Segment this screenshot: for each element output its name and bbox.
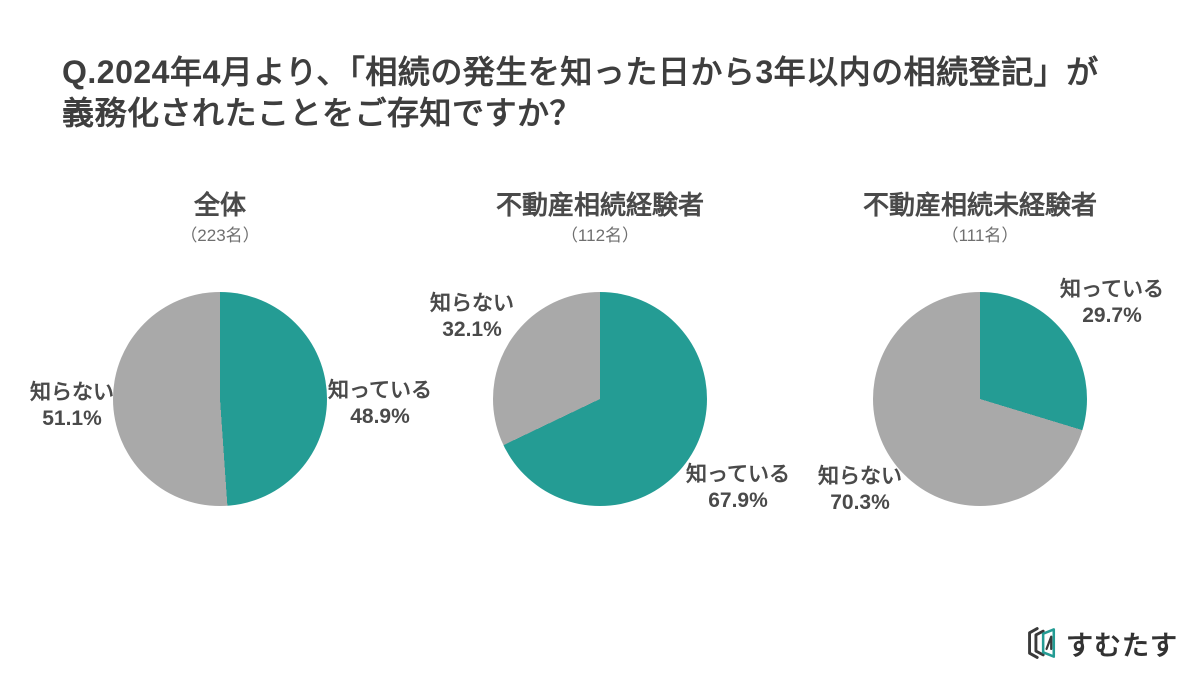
label-experienced-unknown-text: 知らない: [430, 292, 514, 315]
question-title-line-1: Q.2024年4月より、「相続の発生を知った日から3年以内の相続登記」が: [62, 54, 1099, 90]
chart-overall-pie-area: 知っている 48.9% 知らない 51.1%: [30, 282, 432, 526]
label-overall-known-pct: 48.9%: [350, 405, 410, 428]
chart-inexperienced: 不動産相続未経験者 （111名） 知っている 29.7% 知らない 70.3%: [790, 188, 1170, 526]
label-inexperienced-unknown-pct: 70.3%: [830, 491, 890, 514]
label-inexperienced-unknown-text: 知らない: [818, 465, 902, 488]
label-inexperienced-known-pct: 29.7%: [1082, 304, 1142, 327]
question-title-line-2: 義務化されたことをご存知ですか？: [62, 95, 583, 131]
label-experienced-known: 知っている 67.9%: [686, 462, 790, 514]
chart-inexperienced-pie-area: 知っている 29.7% 知らない 70.3%: [790, 278, 1170, 526]
pie-chart-experienced: [493, 292, 707, 506]
label-overall-unknown-text: 知らない: [30, 381, 114, 404]
pie-chart-overall: [113, 292, 327, 506]
label-experienced-unknown-pct: 32.1%: [442, 318, 502, 341]
label-overall-known-text: 知っている: [328, 379, 432, 402]
label-overall-known: 知っている 48.9%: [328, 378, 432, 430]
label-overall-unknown-pct: 51.1%: [42, 407, 102, 430]
label-inexperienced-unknown: 知らない 70.3%: [818, 464, 902, 516]
pie-charts-row: 全体 （223名） 知っている 48.9% 知らない 51.1% 不動産相続経験…: [0, 188, 1200, 526]
chart-experienced-pie-area: 知っている 67.9% 知らない 32.1%: [410, 282, 790, 526]
label-experienced-known-pct: 67.9%: [708, 489, 768, 512]
sumutasu-logo-icon: [1027, 623, 1061, 663]
label-overall-unknown: 知らない 51.1%: [30, 380, 114, 432]
label-inexperienced-known: 知っている 29.7%: [1060, 277, 1164, 329]
chart-overall-sample-size: （223名）: [180, 226, 260, 245]
sumutasu-logo: すむたす: [1027, 623, 1178, 663]
label-inexperienced-known-text: 知っている: [1060, 278, 1164, 301]
chart-experienced: 不動産相続経験者 （112名） 知っている 67.9% 知らない 32.1%: [410, 188, 790, 526]
chart-experienced-title: 不動産相続経験者: [495, 190, 704, 220]
chart-inexperienced-title: 不動産相続未経験者: [862, 190, 1097, 220]
sumutasu-logo-text: すむたす: [1066, 630, 1178, 661]
question-title: Q.2024年4月より、「相続の発生を知った日から3年以内の相続登記」が 義務化…: [0, 0, 1200, 134]
label-experienced-unknown: 知らない 32.1%: [430, 291, 514, 343]
chart-overall-title: 全体: [193, 190, 246, 220]
chart-experienced-sample-size: （112名）: [560, 226, 640, 245]
label-experienced-known-text: 知っている: [686, 463, 790, 486]
chart-inexperienced-sample-size: （111名）: [941, 226, 1019, 245]
pie-chart-inexperienced: [873, 292, 1087, 506]
chart-overall: 全体 （223名） 知っている 48.9% 知らない 51.1%: [30, 188, 432, 526]
